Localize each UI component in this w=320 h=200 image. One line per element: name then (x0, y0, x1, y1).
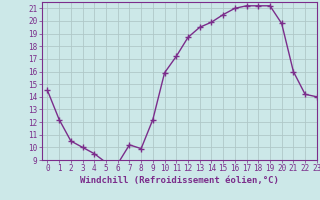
X-axis label: Windchill (Refroidissement éolien,°C): Windchill (Refroidissement éolien,°C) (80, 176, 279, 185)
